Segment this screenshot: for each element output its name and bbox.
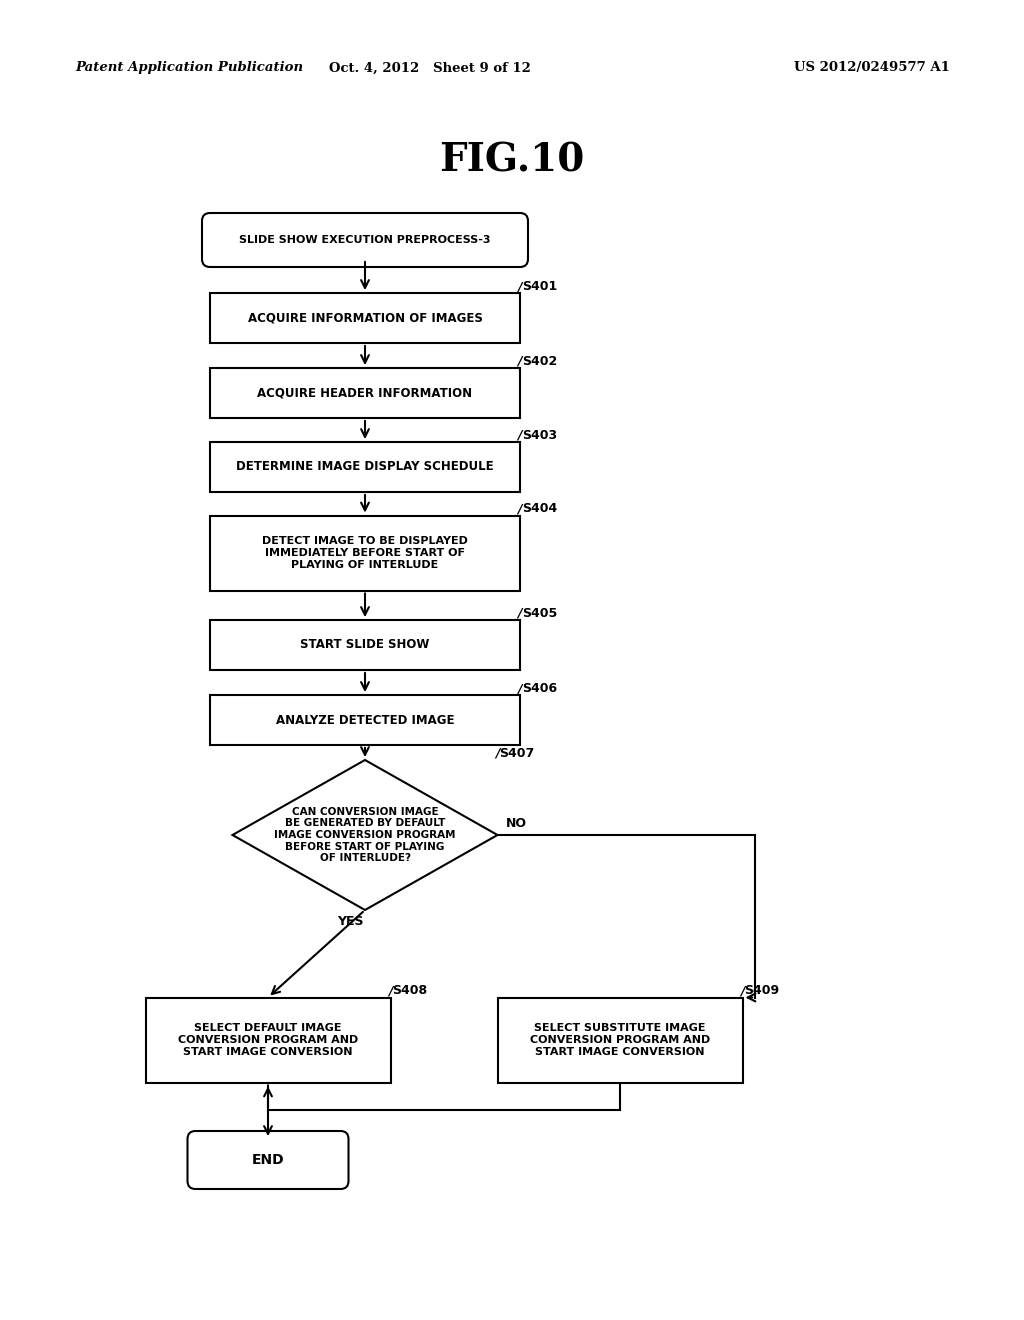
Text: SELECT SUBSTITUTE IMAGE
CONVERSION PROGRAM AND
START IMAGE CONVERSION: SELECT SUBSTITUTE IMAGE CONVERSION PROGR… (529, 1023, 710, 1056)
Polygon shape (232, 760, 498, 909)
Text: /: / (517, 607, 522, 620)
Text: S404: S404 (522, 503, 557, 516)
Bar (498, 998, 742, 1082)
Text: SELECT DEFAULT IMAGE
CONVERSION PROGRAM AND
START IMAGE CONVERSION: SELECT DEFAULT IMAGE CONVERSION PROGRAM … (178, 1023, 358, 1056)
Text: ANALYZE DETECTED IMAGE: ANALYZE DETECTED IMAGE (275, 714, 455, 726)
Text: S409: S409 (744, 985, 779, 998)
Bar (210, 516, 520, 590)
Text: S402: S402 (522, 355, 557, 368)
FancyBboxPatch shape (202, 213, 528, 267)
Text: Patent Application Publication: Patent Application Publication (75, 62, 303, 74)
Text: END: END (252, 1152, 285, 1167)
Text: ACQUIRE INFORMATION OF IMAGES: ACQUIRE INFORMATION OF IMAGES (248, 312, 482, 325)
Text: ACQUIRE HEADER INFORMATION: ACQUIRE HEADER INFORMATION (257, 387, 472, 400)
Text: US 2012/0249577 A1: US 2012/0249577 A1 (795, 62, 950, 74)
Text: NO: NO (506, 817, 526, 830)
Bar (210, 696, 520, 744)
Text: S405: S405 (522, 607, 557, 620)
Text: /: / (495, 747, 500, 760)
Bar (145, 998, 390, 1082)
Text: /: / (517, 280, 522, 293)
Text: /: / (517, 429, 522, 442)
Text: S401: S401 (522, 280, 557, 293)
Text: CAN CONVERSION IMAGE
BE GENERATED BY DEFAULT
IMAGE CONVERSION PROGRAM
BEFORE STA: CAN CONVERSION IMAGE BE GENERATED BY DEF… (274, 807, 456, 863)
Text: /: / (517, 682, 522, 696)
Text: SLIDE SHOW EXECUTION PREPROCESS-3: SLIDE SHOW EXECUTION PREPROCESS-3 (240, 235, 490, 246)
Text: /: / (517, 503, 522, 516)
Text: Oct. 4, 2012   Sheet 9 of 12: Oct. 4, 2012 Sheet 9 of 12 (329, 62, 530, 74)
Text: DETERMINE IMAGE DISPLAY SCHEDULE: DETERMINE IMAGE DISPLAY SCHEDULE (237, 461, 494, 474)
Bar (210, 442, 520, 492)
Text: FIG.10: FIG.10 (439, 141, 585, 180)
Bar (210, 293, 520, 343)
Text: S406: S406 (522, 682, 557, 696)
Text: S403: S403 (522, 429, 557, 442)
Text: DETECT IMAGE TO BE DISPLAYED
IMMEDIATELY BEFORE START OF
PLAYING OF INTERLUDE: DETECT IMAGE TO BE DISPLAYED IMMEDIATELY… (262, 536, 468, 570)
Text: START SLIDE SHOW: START SLIDE SHOW (300, 639, 430, 652)
Text: S408: S408 (392, 985, 428, 998)
Text: S407: S407 (500, 747, 535, 760)
Text: /: / (388, 985, 392, 998)
FancyBboxPatch shape (187, 1131, 348, 1189)
Bar (210, 620, 520, 671)
Text: /: / (740, 985, 744, 998)
Bar (210, 368, 520, 418)
Text: /: / (517, 355, 522, 368)
Text: YES: YES (337, 915, 364, 928)
